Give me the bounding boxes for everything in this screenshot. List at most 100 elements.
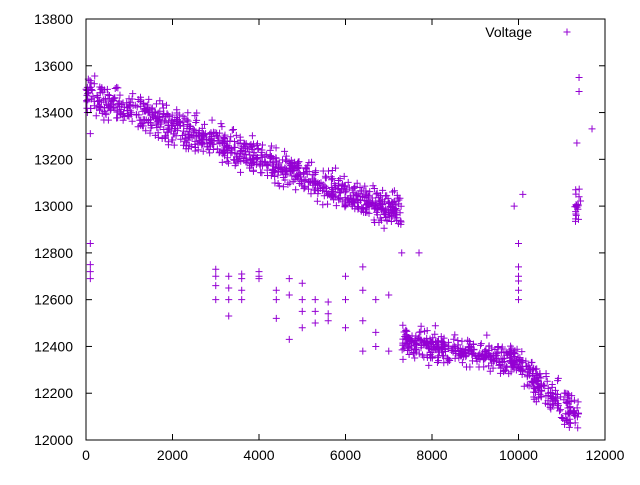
data-point — [489, 364, 497, 372]
data-point — [385, 199, 393, 207]
data-point — [320, 192, 328, 200]
data-point — [106, 92, 114, 100]
y-tick-label: 12200 — [34, 385, 73, 401]
x-tick-label: 6000 — [330, 447, 361, 463]
data-point — [225, 296, 233, 304]
data-point — [207, 129, 215, 137]
data-point — [515, 286, 522, 294]
data-point — [342, 296, 349, 304]
data-point — [341, 182, 349, 190]
data-point — [537, 374, 545, 382]
data-point — [311, 296, 319, 304]
data-point — [236, 136, 244, 144]
data-point — [510, 202, 518, 210]
data-point — [503, 350, 511, 358]
data-point — [478, 349, 486, 357]
data-point — [173, 106, 181, 114]
data-point — [206, 137, 214, 145]
data-point — [179, 127, 187, 135]
data-point — [305, 168, 313, 176]
data-point — [228, 126, 236, 134]
data-point — [308, 158, 316, 166]
data-point — [119, 110, 127, 118]
data-point — [454, 341, 462, 349]
data-point — [568, 392, 576, 400]
data-point — [415, 350, 423, 358]
data-point — [575, 88, 583, 96]
data-point — [177, 135, 185, 143]
data-point — [86, 261, 94, 269]
data-point — [277, 168, 285, 176]
data-point — [253, 154, 261, 162]
data-point — [375, 197, 383, 205]
data-point — [562, 398, 570, 406]
data-point — [542, 370, 550, 378]
data-point — [477, 340, 485, 348]
data-point — [412, 332, 420, 340]
data-point — [312, 167, 320, 175]
data-point — [539, 381, 547, 389]
y-tick-label: 12400 — [34, 338, 73, 354]
data-point — [380, 224, 388, 232]
data-point — [575, 185, 583, 193]
data-point — [216, 148, 224, 156]
data-point — [293, 164, 301, 172]
data-point — [324, 200, 332, 208]
data-point — [307, 190, 315, 198]
data-point — [417, 322, 425, 330]
data-point — [491, 345, 499, 353]
data-point — [91, 72, 99, 80]
data-point — [311, 319, 319, 327]
data-point — [114, 114, 122, 122]
data-point — [373, 201, 381, 209]
data-point — [475, 363, 483, 371]
data-point — [519, 190, 527, 198]
data-point — [390, 207, 398, 215]
data-point — [176, 122, 184, 130]
legend-marker — [563, 28, 571, 36]
data-point — [199, 140, 207, 148]
data-point — [237, 157, 245, 165]
data-point — [515, 296, 522, 304]
data-point — [573, 139, 581, 147]
data-point — [219, 150, 227, 158]
data-point — [212, 272, 220, 280]
data-point — [316, 184, 324, 192]
data-point — [225, 312, 233, 320]
data-point — [159, 100, 167, 108]
data-point — [192, 129, 200, 137]
data-point — [266, 146, 274, 154]
data-point — [206, 149, 214, 157]
x-tick-label: 4000 — [243, 447, 274, 463]
data-point — [485, 362, 493, 370]
data-point — [191, 147, 199, 155]
data-point — [148, 105, 156, 113]
data-point — [354, 190, 362, 198]
data-point — [482, 346, 490, 354]
data-point — [385, 291, 393, 299]
data-point — [267, 154, 275, 162]
data-point — [340, 172, 348, 180]
data-point — [370, 216, 378, 224]
data-point — [133, 103, 141, 111]
data-point — [588, 125, 596, 133]
data-point — [237, 149, 245, 157]
data-point — [205, 145, 213, 153]
data-point — [552, 397, 560, 405]
data-point — [179, 112, 187, 120]
data-point — [530, 383, 538, 391]
y-tick-label: 13800 — [34, 11, 73, 27]
data-point — [240, 139, 248, 147]
data-point — [116, 91, 124, 99]
data-point — [165, 125, 173, 133]
data-point — [229, 126, 237, 134]
data-point — [528, 370, 536, 378]
data-point — [286, 179, 294, 187]
data-point — [167, 118, 175, 126]
data-point — [507, 342, 515, 350]
data-point — [426, 354, 434, 362]
data-point — [423, 327, 431, 335]
data-point — [415, 249, 423, 257]
data-point — [444, 354, 452, 362]
y-tick-label: 13600 — [34, 58, 73, 74]
